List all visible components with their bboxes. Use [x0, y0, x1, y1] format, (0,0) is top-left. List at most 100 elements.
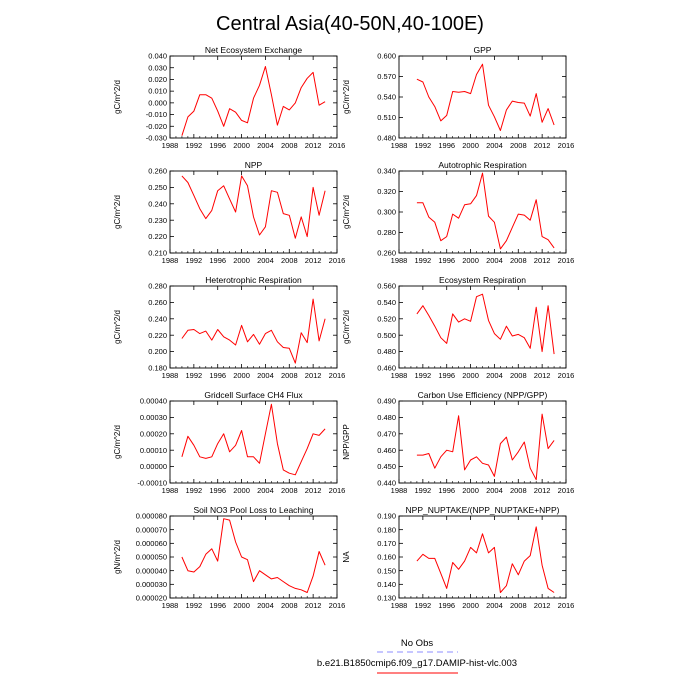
y-tick-label: 0.280 [377, 228, 396, 237]
x-tick-label: 1988 [162, 486, 179, 495]
x-tick-label: 2000 [233, 371, 250, 380]
y-tick-label: 0.000060 [136, 539, 167, 548]
chart-panel: Ecosystem Respiration gC/m^2/d 1988 1992 199… [342, 275, 574, 380]
x-tick-label: 2000 [233, 141, 250, 150]
y-axis-label: gN/m^2/d [113, 540, 122, 574]
chart-panel: Net Ecosystem Exchange gC/m^2/d 1988 1992 19… [113, 45, 345, 150]
y-tick-label: 0.00000 [140, 462, 167, 471]
x-tick-label: 2000 [462, 141, 479, 150]
y-tick-label: 0.200 [148, 347, 167, 356]
x-tick-label: 1992 [415, 371, 432, 380]
series-line [416, 413, 555, 481]
x-tick-label: 2012 [305, 256, 322, 265]
x-tick-label: 2008 [510, 141, 527, 150]
series-line [181, 298, 326, 364]
x-tick-label: 2000 [462, 256, 479, 265]
panels: Net Ecosystem Exchange gC/m^2/d 1988 1992 19… [113, 45, 574, 610]
y-tick-label: 0.460 [377, 446, 396, 455]
y-tick-label: 0.00020 [140, 429, 167, 438]
y-tick-label: 0.210 [148, 249, 167, 258]
x-tick-label: 2004 [486, 141, 503, 150]
panel-title: Soil NO3 Pool Loss to Leaching [193, 505, 313, 515]
y-tick-label: -0.020 [146, 122, 167, 131]
x-tick-label: 2000 [233, 601, 250, 610]
plot-frame [169, 170, 338, 254]
x-tick-label: 2016 [558, 601, 575, 610]
panel-title: Autotrophic Respiration [438, 160, 527, 170]
x-tick-label: 2004 [486, 601, 503, 610]
x-tick-label: 2000 [462, 371, 479, 380]
x-tick-label: 1988 [391, 601, 408, 610]
legend: No Obs b.e21.B1850cmip6.f09_g17.DAMIP-his… [317, 638, 517, 674]
plot-frame [169, 515, 338, 599]
x-tick-label: 2008 [510, 371, 527, 380]
x-tick-label: 2012 [305, 601, 322, 610]
x-tick-label: 1996 [438, 486, 455, 495]
x-tick-label: 2000 [233, 486, 250, 495]
plot-frame [398, 285, 567, 369]
y-tick-label: 0.00010 [140, 446, 167, 455]
x-tick-label: 1996 [209, 486, 226, 495]
x-tick-label: 2004 [486, 256, 503, 265]
y-tick-label: 0.000050 [136, 553, 167, 562]
series-line [181, 66, 326, 136]
y-axis-label: gC/m^2/d [342, 195, 351, 229]
panel-title: GPP [474, 45, 492, 55]
y-tick-label: 0.500 [377, 331, 396, 340]
x-tick-label: 1988 [162, 601, 179, 610]
y-tick-label: 0.560 [377, 282, 396, 291]
y-tick-label: 0.130 [377, 594, 396, 603]
y-tick-label: 0.480 [377, 347, 396, 356]
x-tick-label: 2016 [329, 601, 346, 610]
panel-title: NPP [245, 160, 263, 170]
y-axis-label: gC/m^2/d [342, 80, 351, 114]
x-tick-label: 2012 [305, 141, 322, 150]
x-tick-label: 1992 [415, 141, 432, 150]
chart-panel: GPP gC/m^2/d 1988 1992 1996 2000 2004 2008 2012 2… [342, 45, 574, 150]
series-line [416, 172, 555, 250]
x-tick-label: 2016 [558, 141, 575, 150]
y-tick-label: 0.150 [377, 566, 396, 575]
y-tick-label: 0.280 [148, 282, 167, 291]
panel-title: Carbon Use Efficiency (NPP/GPP) [418, 390, 548, 400]
x-tick-label: 2012 [534, 601, 551, 610]
x-tick-label: 2008 [510, 486, 527, 495]
x-tick-label: 2008 [281, 141, 298, 150]
x-tick-label: 1996 [438, 256, 455, 265]
x-tick-label: 2008 [281, 256, 298, 265]
x-tick-label: 1992 [186, 141, 203, 150]
y-tick-label: 0.480 [377, 134, 396, 143]
x-tick-label: 2004 [257, 486, 274, 495]
y-tick-label: 0.440 [377, 479, 396, 488]
y-axis-label: gC/m^2/d [113, 80, 122, 114]
x-tick-label: 2008 [281, 486, 298, 495]
y-tick-label: 0.480 [377, 413, 396, 422]
y-tick-label: 0.240 [148, 314, 167, 323]
y-tick-label: 0.470 [377, 429, 396, 438]
plot-frame [398, 400, 567, 484]
x-tick-label: 2016 [558, 256, 575, 265]
y-tick-label: 0.490 [377, 397, 396, 406]
chart-panel: Heterotrophic Respiration gC/m^2/d 1988 199… [113, 275, 345, 380]
x-tick-label: 1996 [209, 256, 226, 265]
y-tick-label: 0.180 [377, 525, 396, 534]
plot-frame [398, 170, 567, 254]
y-tick-label: 0.230 [148, 216, 167, 225]
chart-panel: Gridcell Surface CH4 Flux gC/m^2/d 1988 199… [113, 390, 345, 495]
y-tick-label: 0.250 [148, 183, 167, 192]
y-tick-label: 0.160 [377, 553, 396, 562]
y-axis-label: gC/m^2/d [113, 425, 122, 459]
x-tick-label: 2008 [510, 601, 527, 610]
y-axis-label: gC/m^2/d [113, 310, 122, 344]
x-tick-label: 1996 [438, 371, 455, 380]
y-tick-label: 0.340 [377, 167, 396, 176]
y-tick-label: 0.000070 [136, 525, 167, 534]
panel-title: Gridcell Surface CH4 Flux [204, 390, 303, 400]
x-tick-label: 1992 [415, 486, 432, 495]
y-tick-label: 0.00040 [140, 397, 167, 406]
series-line [181, 518, 326, 593]
x-tick-label: 2016 [558, 371, 575, 380]
y-tick-label: 0.450 [377, 462, 396, 471]
chart-panel: Carbon Use Efficiency (NPP/GPP) NPP/GPP 19… [342, 390, 574, 495]
